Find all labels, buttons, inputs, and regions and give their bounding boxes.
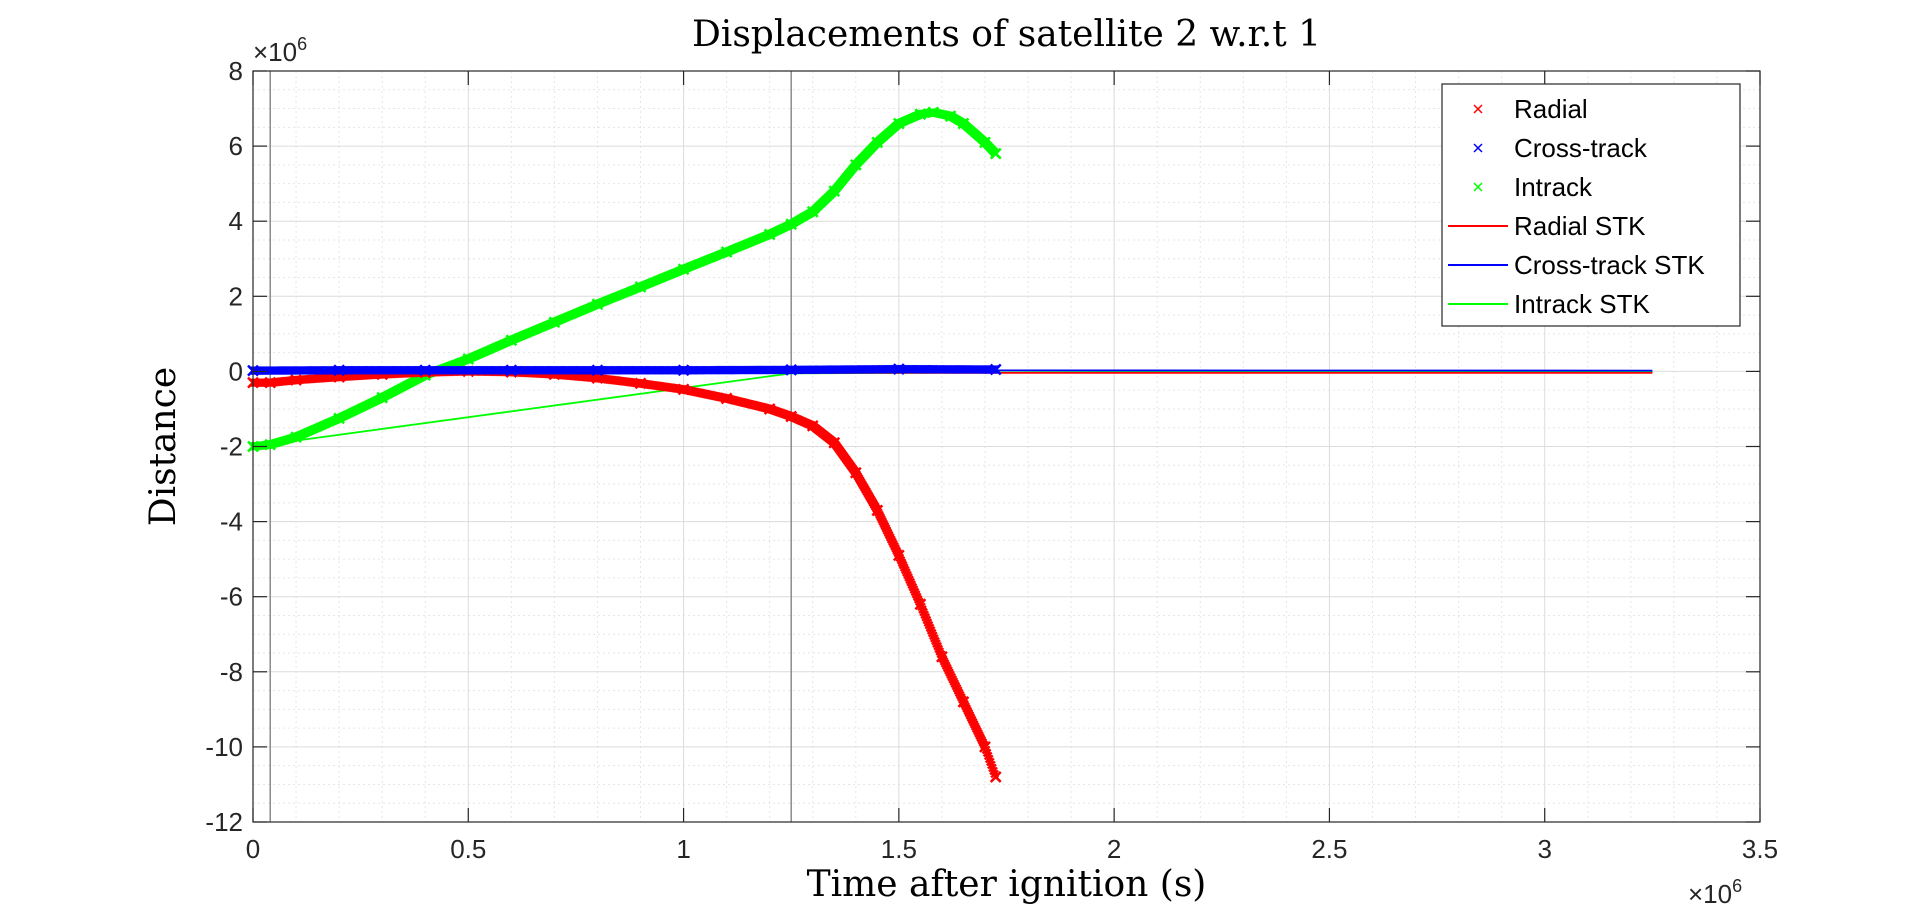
y-tick-label: -8 — [220, 657, 243, 687]
legend-marker-intrack — [1473, 182, 1483, 192]
x-tick-label: 3.5 — [1742, 834, 1778, 864]
data-point-intrack — [927, 106, 940, 119]
y-tick-label: -2 — [220, 432, 243, 462]
legend-label-radial: Radial — [1514, 94, 1588, 124]
data-point-radial — [290, 374, 302, 386]
data-point-radial — [871, 504, 884, 517]
data-point-intrack — [892, 117, 905, 130]
data-point-radial — [892, 549, 905, 562]
data-point-radial — [806, 419, 819, 432]
y-exponent-power: 6 — [297, 34, 307, 54]
data-point-radial — [849, 466, 862, 479]
data-point-radial — [989, 771, 1002, 783]
data-point-cross-track — [591, 364, 604, 377]
x-tick-label: 2 — [1107, 834, 1121, 864]
data-point-intrack — [914, 108, 927, 121]
data-point-radial — [720, 392, 733, 405]
x-tick-label: 3 — [1537, 834, 1551, 864]
data-point-intrack — [548, 316, 561, 329]
data-point-cross-track — [785, 364, 798, 376]
y-tick-label: -10 — [205, 732, 243, 762]
y-tick-label: -12 — [205, 807, 243, 837]
x-tick-label: 1.5 — [881, 834, 917, 864]
data-point-intrack — [944, 110, 957, 122]
chart-title: Displacements of satellite 2 w.r.t 1 — [692, 14, 1321, 55]
x-tick-label: 1 — [676, 834, 690, 864]
series-cross-track — [247, 363, 1002, 377]
legend: Radial Cross-track Intrack Radial STK Cross-… — [1441, 83, 1741, 327]
x-tick-label: 0 — [246, 834, 260, 864]
data-point-cross-track — [892, 363, 905, 376]
data-point-radial — [936, 650, 948, 663]
legend-label-intrack: Intrack — [1514, 172, 1593, 202]
data-point-cross-track — [333, 364, 345, 377]
data-point-intrack — [849, 158, 862, 171]
x-exponent-power: 6 — [1732, 876, 1742, 896]
x-exponent-base: ×10 — [1688, 879, 1732, 909]
legend-label-cross-track: Cross-track — [1514, 133, 1648, 163]
data-point-radial — [677, 383, 690, 396]
data-point-intrack — [871, 136, 884, 149]
x-axis-label: Time after ignition (s) — [807, 864, 1207, 905]
legend-box — [1441, 83, 1741, 327]
data-point-radial — [264, 376, 277, 389]
data-point-cross-track — [989, 363, 1002, 376]
data-point-intrack — [333, 412, 345, 425]
data-point-intrack — [785, 218, 798, 231]
data-point-intrack — [677, 263, 690, 276]
data-point-intrack — [828, 185, 841, 198]
data-point-radial — [914, 598, 927, 611]
data-point-radial — [828, 436, 841, 449]
data-point-intrack — [806, 205, 819, 218]
data-point-cross-track — [677, 364, 690, 377]
legend-marker-cross-track — [1473, 143, 1483, 153]
data-point-intrack — [264, 438, 277, 451]
data-point-radial — [634, 377, 647, 390]
data-point-intrack — [591, 298, 604, 311]
y-tick-label: 2 — [229, 281, 243, 311]
data-point-radial — [785, 410, 798, 423]
data-point-intrack — [376, 391, 389, 404]
y-tick-label: 4 — [229, 206, 243, 236]
y-tick-label: 0 — [229, 356, 243, 386]
data-point-intrack — [505, 334, 518, 347]
x-tick-label: 2.5 — [1311, 834, 1347, 864]
y-axis-label: Distance — [143, 367, 184, 526]
y-axis-exponent: ×106 — [253, 34, 307, 67]
data-point-intrack — [989, 147, 1002, 160]
legend-marker-radial — [1473, 104, 1483, 114]
y-tick-label: -4 — [220, 507, 243, 537]
data-point-intrack — [720, 246, 733, 258]
data-point-cross-track — [419, 364, 432, 377]
data-point-intrack — [634, 281, 647, 293]
data-point-radial — [979, 741, 991, 753]
data-point-radial — [957, 695, 970, 708]
data-point-intrack — [763, 228, 776, 241]
series-layer — [247, 106, 1653, 783]
y-tick-label: 6 — [229, 131, 243, 161]
y-tick-label: -6 — [220, 582, 243, 612]
legend-label-intrack-stk: Intrack STK — [1514, 289, 1650, 319]
data-point-intrack — [957, 117, 970, 130]
legend-label-cross-track-stk: Cross-track STK — [1514, 250, 1705, 280]
axis-ticks: 0 0.5 1 1.5 2 2.5 3 3.5 -12 -10 -8 -6 -4 -2 0 2 4 6 8 — [205, 56, 1778, 864]
data-point-intrack — [979, 136, 991, 149]
x-axis-exponent: ×106 — [1688, 876, 1742, 909]
x-tick-label: 0.5 — [450, 834, 486, 864]
data-point-intrack — [462, 353, 475, 365]
data-point-radial — [763, 403, 776, 415]
legend-label-radial-stk: Radial STK — [1514, 211, 1646, 241]
y-tick-label: 8 — [229, 56, 243, 86]
data-point-intrack — [290, 431, 302, 443]
y-exponent-base: ×10 — [253, 37, 297, 67]
data-point-cross-track — [505, 364, 518, 377]
